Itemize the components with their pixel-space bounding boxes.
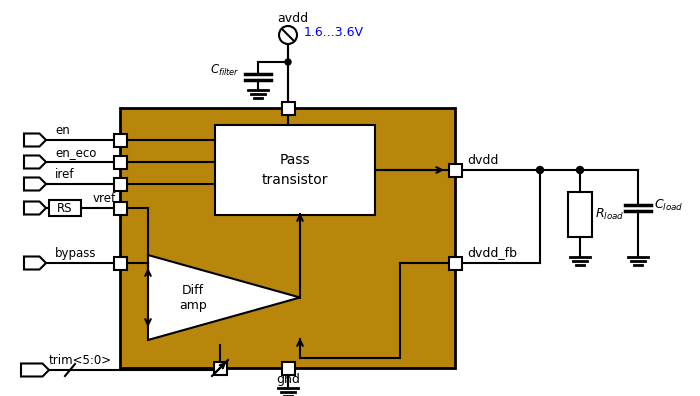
- Text: RS: RS: [57, 202, 73, 215]
- Text: avdd: avdd: [277, 11, 309, 25]
- Text: bypass: bypass: [55, 248, 97, 261]
- Text: gnd: gnd: [276, 373, 300, 386]
- Text: vref: vref: [93, 192, 116, 206]
- Polygon shape: [24, 202, 46, 215]
- Text: dvdd: dvdd: [467, 154, 498, 166]
- Bar: [214, 362, 227, 375]
- Circle shape: [279, 26, 297, 44]
- Text: en: en: [55, 124, 70, 137]
- Polygon shape: [24, 257, 46, 270]
- Bar: [114, 257, 127, 270]
- Bar: [49, 200, 81, 216]
- Text: Diff: Diff: [182, 284, 204, 297]
- Text: $C_{filter}$: $C_{filter}$: [210, 63, 240, 78]
- Text: amp: amp: [179, 299, 207, 312]
- Polygon shape: [21, 364, 49, 377]
- Polygon shape: [24, 177, 46, 190]
- Text: dvdd_fb: dvdd_fb: [467, 246, 517, 259]
- Bar: [449, 164, 462, 177]
- Bar: [114, 134, 127, 147]
- Text: en_eco: en_eco: [55, 147, 97, 160]
- Bar: [114, 156, 127, 169]
- Bar: [568, 192, 592, 237]
- Bar: [114, 202, 127, 215]
- Text: Pass: Pass: [280, 153, 310, 167]
- Bar: [215, 125, 375, 215]
- Bar: [282, 362, 295, 375]
- Polygon shape: [148, 255, 300, 340]
- Circle shape: [285, 59, 291, 65]
- Text: trim<5:0>: trim<5:0>: [49, 354, 112, 367]
- Text: $C_{load}$: $C_{load}$: [654, 198, 683, 213]
- Bar: [114, 178, 127, 191]
- Text: iref: iref: [55, 169, 74, 181]
- Bar: [449, 257, 462, 270]
- Text: transistor: transistor: [262, 173, 328, 187]
- Bar: [120, 108, 455, 368]
- Circle shape: [536, 166, 543, 173]
- Polygon shape: [24, 156, 46, 169]
- Text: 1.6...3.6V: 1.6...3.6V: [304, 27, 364, 40]
- Polygon shape: [24, 133, 46, 147]
- Bar: [282, 102, 295, 115]
- Circle shape: [577, 166, 584, 173]
- Text: $R_{load}$: $R_{load}$: [595, 206, 624, 221]
